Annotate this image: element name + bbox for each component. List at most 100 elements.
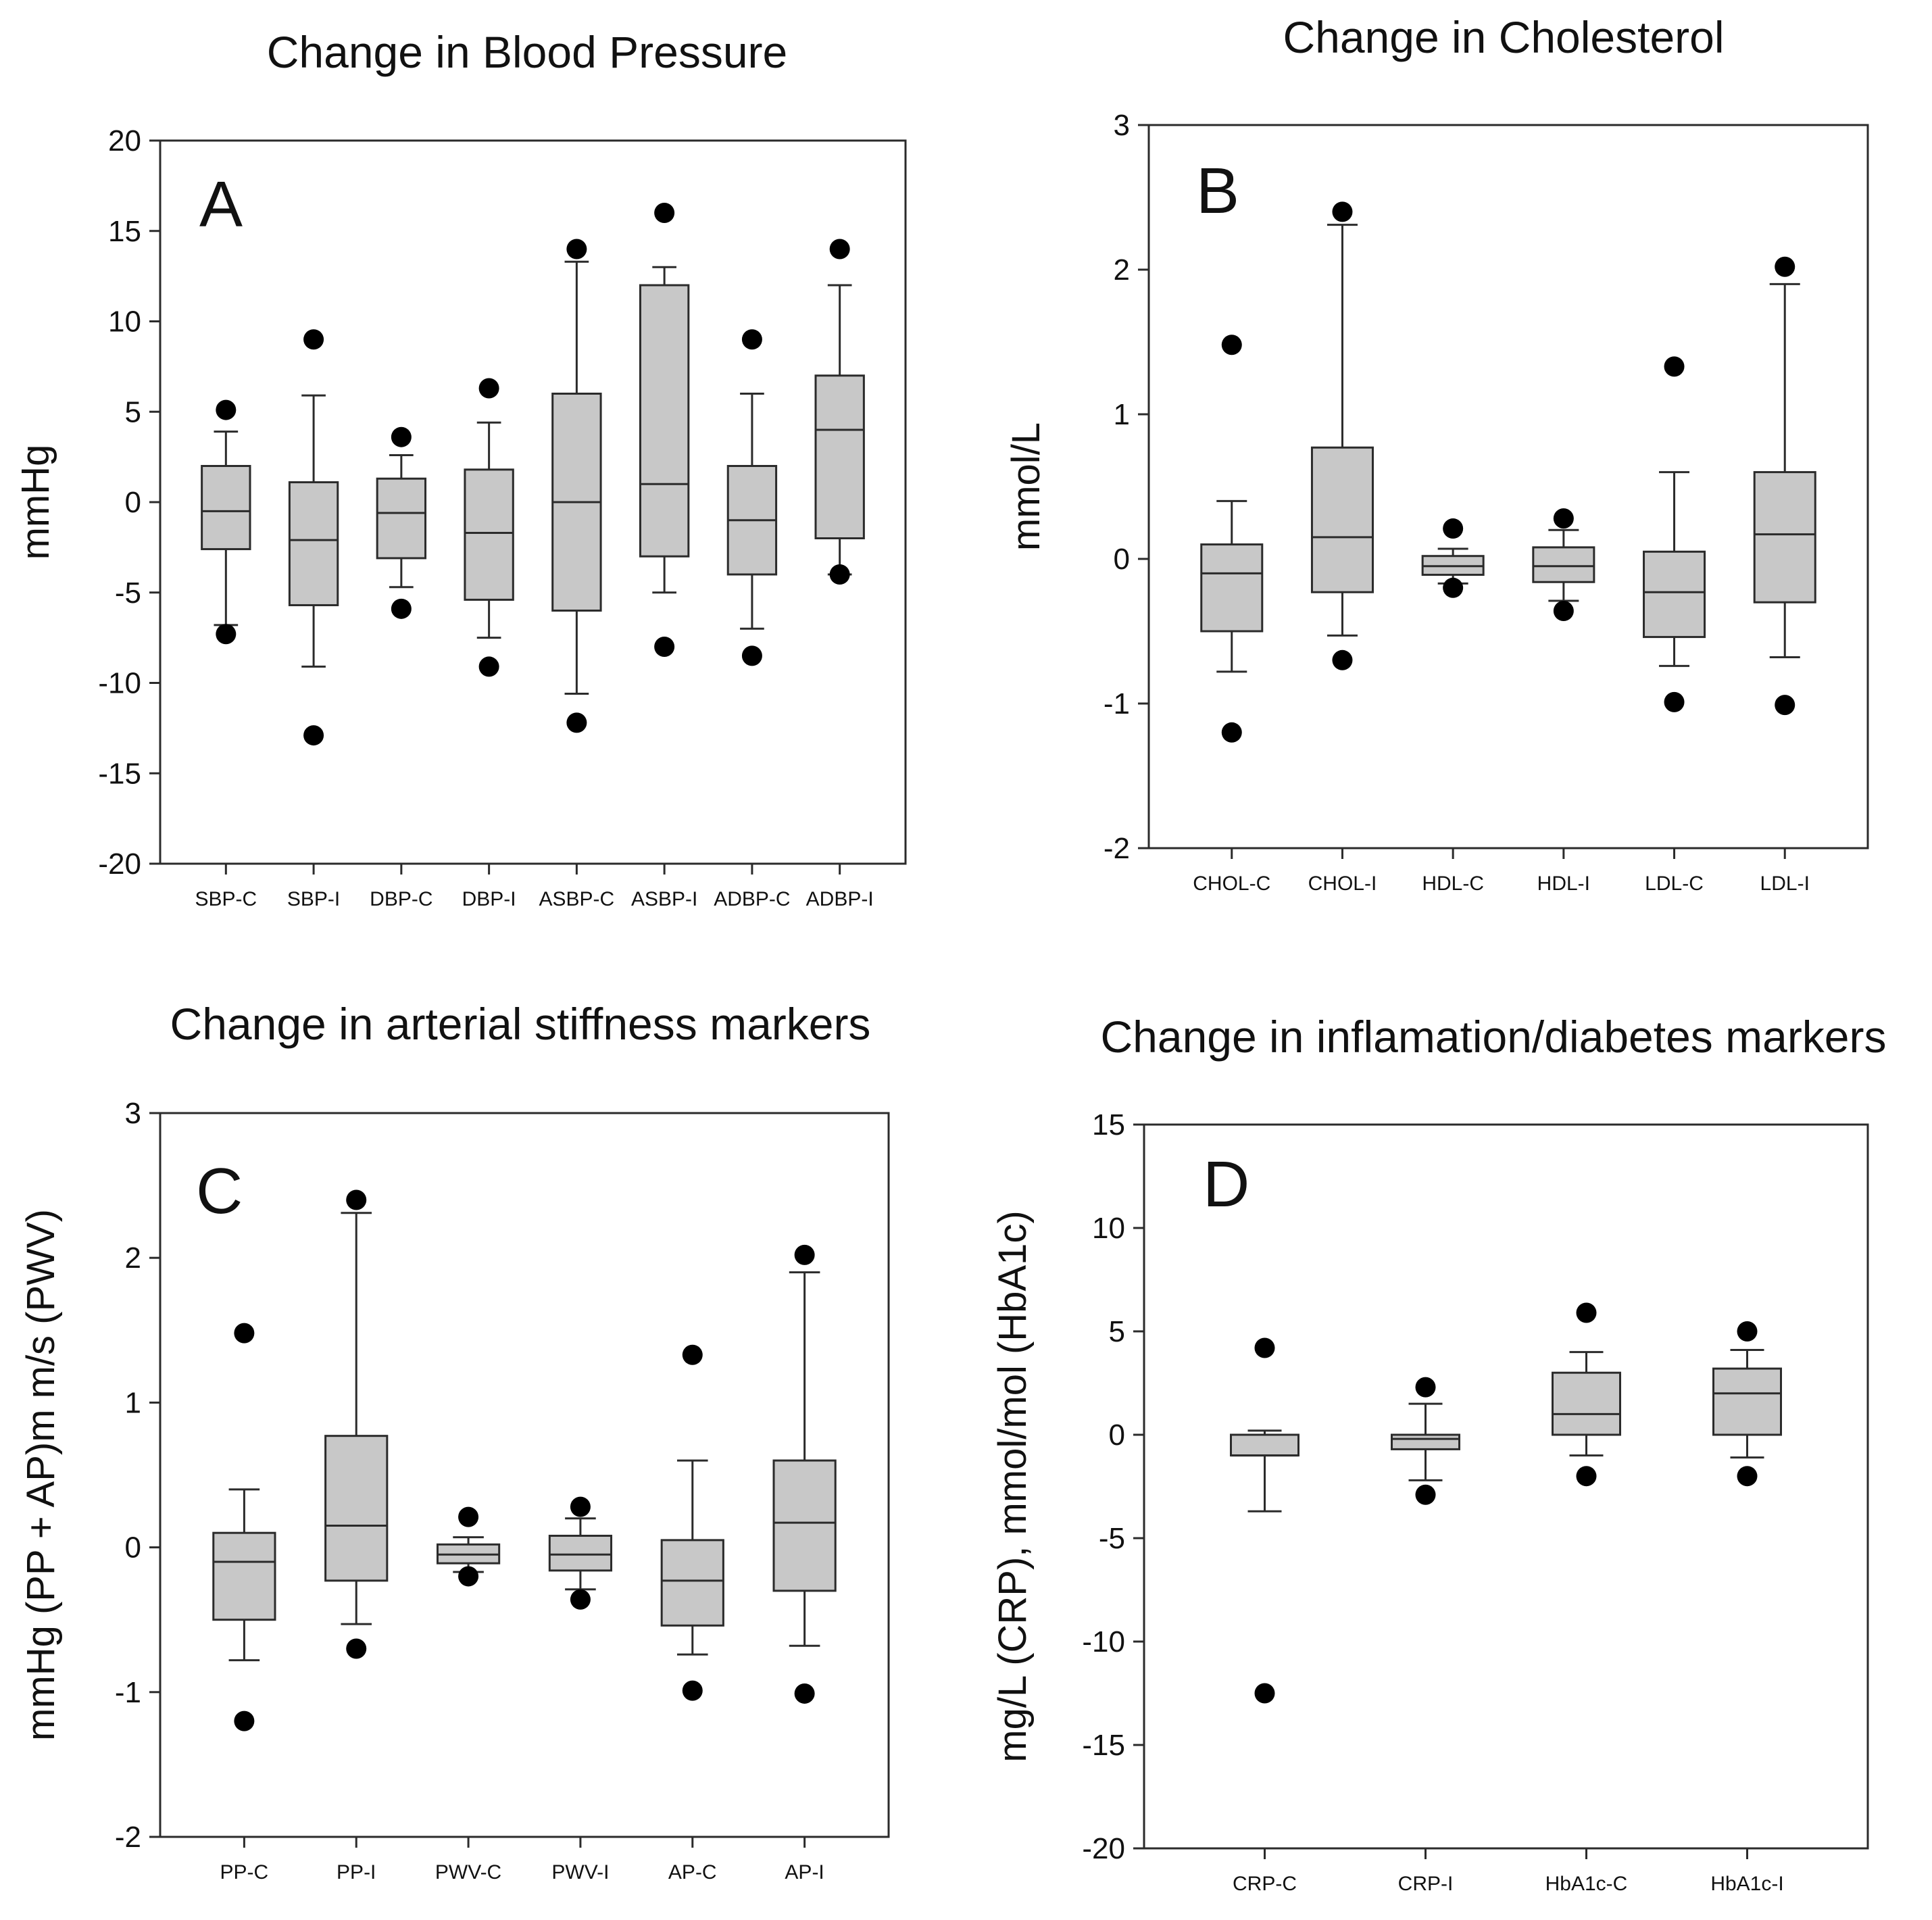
box-sbp-c: SBP-C <box>195 399 257 910</box>
box-dbp-c: DBP-C <box>370 426 433 910</box>
outlier-point-ldl-i <box>1775 256 1795 277</box>
iqr-box-asbp-i <box>639 284 690 558</box>
panel-c-y-tick-label: -2 <box>115 1821 141 1854</box>
panel-d-plot-frame <box>1143 1123 1869 1850</box>
x-tick-label-chol-i: CHOL-I <box>1308 872 1377 895</box>
box-chol-c: CHOL-C <box>1193 335 1270 895</box>
iqr-box-adbp-i <box>814 374 865 539</box>
iqr-box-hba1c-i <box>1712 1367 1782 1436</box>
outlier-point-dbp-i <box>478 378 499 399</box>
panel-c-y-tick-label: 0 <box>125 1531 141 1565</box>
box-crp-i: CRP-I <box>1391 1377 1460 1895</box>
iqr-box-ap-c <box>660 1539 724 1627</box>
panel-a-y-tick-label: 20 <box>108 124 141 157</box>
iqr-box-sbp-c <box>201 465 251 551</box>
x-tick-label-chol-c: CHOL-C <box>1193 872 1270 895</box>
outlier-point-dbp-c <box>391 598 412 619</box>
x-tick-label-sbp-c: SBP-C <box>195 888 257 910</box>
outlier-point-ap-c <box>682 1680 703 1701</box>
box-pwv-c: PWV-C <box>435 1506 501 1884</box>
outlier-point-pp-c <box>234 1710 255 1731</box>
iqr-box-ap-i <box>772 1459 837 1592</box>
panel-b-y-tick-label: -2 <box>1104 832 1130 865</box>
outlier-point-pwv-c <box>458 1566 479 1587</box>
box-ldl-c: LDL-C <box>1643 356 1706 895</box>
panel-d-title: Change in inflamation/diabetes markers <box>1101 1012 1887 1062</box>
box-crp-c: CRP-C <box>1230 1337 1299 1895</box>
outlier-point-hba1c-i <box>1737 1321 1758 1341</box>
outlier-point-hdl-c <box>1443 577 1464 598</box>
outlier-point-asbp-i <box>654 637 675 657</box>
x-tick-label-crp-i: CRP-I <box>1398 1873 1454 1895</box>
panel-b-title: Change in Cholesterol <box>1283 12 1724 62</box>
panel-d-y-tick-label: -5 <box>1099 1522 1125 1555</box>
outlier-point-adbp-i <box>829 239 850 260</box>
outlier-point-ap-i <box>794 1244 815 1265</box>
panel-b-y-tick-label: 2 <box>1114 253 1130 287</box>
panel-a-y-tick-label: 15 <box>108 215 141 248</box>
panel-b-y-tick-label: -1 <box>1104 687 1130 720</box>
outlier-point-pp-i <box>346 1189 367 1210</box>
outlier-point-asbp-i <box>654 203 675 223</box>
box-pp-i: PP-I <box>324 1189 389 1884</box>
panel-a-plot-frame <box>159 139 907 865</box>
outlier-point-crp-i <box>1415 1377 1436 1398</box>
panel-d-y-tick-label: 5 <box>1109 1315 1125 1348</box>
outlier-point-adbp-i <box>829 564 850 585</box>
x-tick-label-ap-i: AP-I <box>785 1861 824 1884</box>
outlier-point-chol-i <box>1332 649 1353 670</box>
outlier-point-pwv-i <box>570 1589 591 1610</box>
panel-c-y-tick-label: 3 <box>125 1097 141 1130</box>
x-tick-label-ap-c: AP-C <box>668 1861 717 1884</box>
x-tick-label-adbp-i: ADBP-I <box>806 888 874 910</box>
outlier-point-crp-c <box>1254 1337 1275 1358</box>
iqr-box-chol-c <box>1200 543 1264 633</box>
iqr-box-crp-i <box>1391 1433 1460 1450</box>
iqr-box-dbp-i <box>464 468 514 601</box>
panel-b-y-axis-label: mmol/L <box>1004 422 1048 551</box>
x-tick-label-sbp-i: SBP-I <box>287 888 340 910</box>
panel-c-y-tick-label: 2 <box>125 1241 141 1275</box>
outlier-point-sbp-c <box>216 624 237 645</box>
iqr-box-dbp-c <box>376 477 427 560</box>
outlier-point-chol-c <box>1221 722 1242 743</box>
panel-a-title: Change in Blood Pressure <box>267 27 787 77</box>
x-tick-label-pp-i: PP-I <box>337 1861 376 1884</box>
box-adbp-c: ADBP-C <box>714 329 791 910</box>
outlier-point-ldl-c <box>1664 691 1685 712</box>
outlier-point-adbp-c <box>741 329 762 350</box>
box-pwv-i: PWV-I <box>548 1496 613 1884</box>
box-sbp-i: SBP-I <box>287 329 340 910</box>
outlier-point-asbp-c <box>566 239 587 260</box>
panel-c: Change in arterial stiffness markers mmHg… <box>19 999 890 1884</box>
x-tick-label-hba1c-i: HbA1c-I <box>1710 1873 1783 1895</box>
panel-c-y-tick-label: -1 <box>115 1676 141 1709</box>
outlier-point-ap-c <box>682 1344 703 1365</box>
panel-d-y-tick-label: -20 <box>1082 1832 1125 1865</box>
outlier-point-adbp-c <box>741 645 762 666</box>
panel-a-y-tick-label: -5 <box>115 576 141 610</box>
outlier-point-pp-c <box>234 1323 255 1344</box>
panel-d: Change in inflamation/diabetes markers mg… <box>991 1012 1886 1895</box>
panel-b-y-tick-label: 0 <box>1114 543 1130 576</box>
x-tick-label-hba1c-c: HbA1c-C <box>1545 1873 1628 1895</box>
outlier-point-sbp-i <box>303 329 324 350</box>
panel-a-y-axis-label: mmHg <box>14 445 57 560</box>
iqr-box-ldl-i <box>1753 471 1816 604</box>
panel-b-letter: B <box>1196 155 1239 227</box>
outlier-point-pwv-i <box>570 1496 591 1517</box>
iqr-box-pp-i <box>324 1435 389 1582</box>
iqr-box-pwv-i <box>548 1534 613 1572</box>
box-hba1c-c: HbA1c-C <box>1545 1302 1628 1895</box>
box-adbp-i: ADBP-I <box>806 239 874 910</box>
iqr-box-crp-c <box>1230 1433 1299 1457</box>
box-chol-i: CHOL-I <box>1308 201 1377 895</box>
x-tick-label-ldl-i: LDL-I <box>1760 872 1810 895</box>
x-tick-label-dbp-i: DBP-I <box>462 888 516 910</box>
x-tick-label-pwv-c: PWV-C <box>435 1861 501 1884</box>
outlier-point-dbp-i <box>478 656 499 677</box>
panel-b-plot-frame <box>1147 124 1869 850</box>
iqr-box-sbp-i <box>288 481 339 606</box>
x-tick-label-adbp-c: ADBP-C <box>714 888 790 910</box>
